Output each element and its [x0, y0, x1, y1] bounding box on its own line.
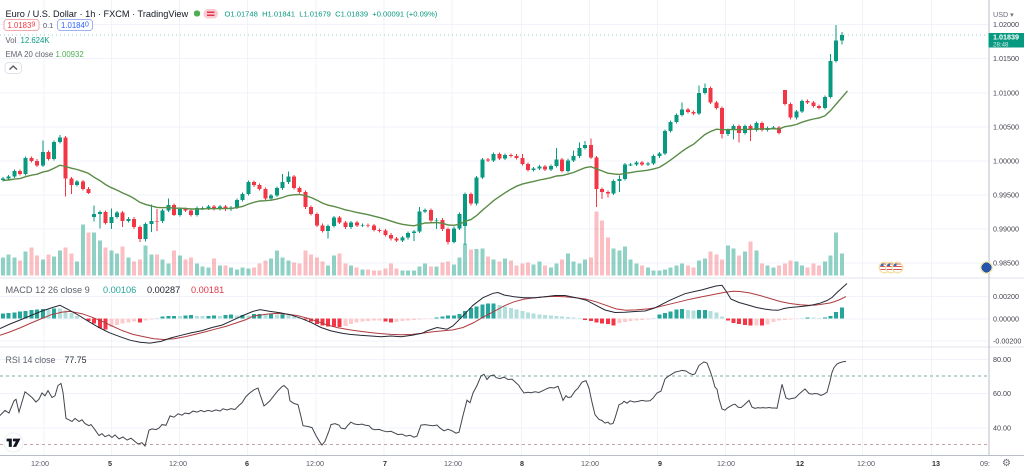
svg-text:1.01500: 1.01500 — [993, 54, 1019, 63]
svg-text:1.02000: 1.02000 — [993, 20, 1019, 29]
svg-text:7: 7 — [383, 459, 387, 468]
svg-text:Vol: Vol — [6, 36, 17, 45]
svg-text:12:00: 12:00 — [581, 459, 599, 468]
svg-text:12:00: 12:00 — [306, 459, 324, 468]
svg-text:12:00: 12:00 — [717, 459, 735, 468]
svg-text:0.1: 0.1 — [43, 21, 53, 30]
svg-text:0.00181: 0.00181 — [191, 285, 224, 295]
svg-text:12:00: 12:00 — [169, 459, 187, 468]
svg-text:09:: 09: — [980, 459, 990, 468]
svg-text:77.75: 77.75 — [65, 355, 87, 365]
svg-text:0.00287: 0.00287 — [147, 285, 180, 295]
svg-text:1.01839: 1.01839 — [993, 33, 1019, 42]
svg-text:0.00000: 0.00000 — [993, 314, 1019, 323]
svg-text:USD ▾: USD ▾ — [993, 10, 1014, 19]
svg-text:⚙: ⚙ — [1002, 458, 1011, 469]
svg-text:1.01840: 1.01840 — [61, 20, 89, 30]
svg-text:12: 12 — [796, 459, 804, 468]
svg-text:12.624K: 12.624K — [21, 36, 51, 45]
svg-text:RSI 14 close: RSI 14 close — [6, 355, 56, 365]
svg-text:0.98500: 0.98500 — [993, 259, 1019, 268]
svg-text:5: 5 — [108, 459, 112, 468]
svg-text:EMA 20 close: EMA 20 close — [6, 50, 54, 59]
svg-text:1.00500: 1.00500 — [993, 122, 1019, 131]
svg-text:0.00200: 0.00200 — [993, 292, 1019, 301]
svg-text:MACD 12 26 close 9: MACD 12 26 close 9 — [6, 285, 90, 295]
svg-text:12:00: 12:00 — [31, 459, 49, 468]
svg-text:1.01000: 1.01000 — [993, 88, 1019, 97]
svg-text:80.00: 80.00 — [993, 355, 1011, 364]
svg-text:1.00932: 1.00932 — [56, 50, 84, 59]
svg-text:O1.01748 H1.01841 L1.01679: O1.01748 H1.01841 L1.01679 C1.01839 +0.0… — [225, 10, 438, 19]
svg-text:-0.00200: -0.00200 — [993, 337, 1021, 346]
svg-text:1.00000: 1.00000 — [993, 156, 1019, 165]
svg-text:13: 13 — [932, 459, 940, 468]
svg-text:6: 6 — [245, 459, 249, 468]
svg-text:0.99500: 0.99500 — [993, 191, 1019, 200]
svg-text:1.01839: 1.01839 — [8, 20, 36, 30]
svg-text:0.00106: 0.00106 — [103, 285, 136, 295]
svg-text:12:00: 12:00 — [857, 459, 875, 468]
svg-text:60.00: 60.00 — [993, 389, 1011, 398]
svg-text:9: 9 — [658, 459, 662, 468]
svg-text:0.99000: 0.99000 — [993, 225, 1019, 234]
svg-text:12:00: 12:00 — [444, 459, 462, 468]
svg-text:8: 8 — [520, 459, 524, 468]
svg-text:Euro / U.S. Dollar · 1h · FXCM: Euro / U.S. Dollar · 1h · FXCM · Trading… — [6, 9, 189, 19]
svg-text:40.00: 40.00 — [993, 424, 1011, 433]
svg-text:28:48: 28:48 — [993, 41, 1009, 48]
